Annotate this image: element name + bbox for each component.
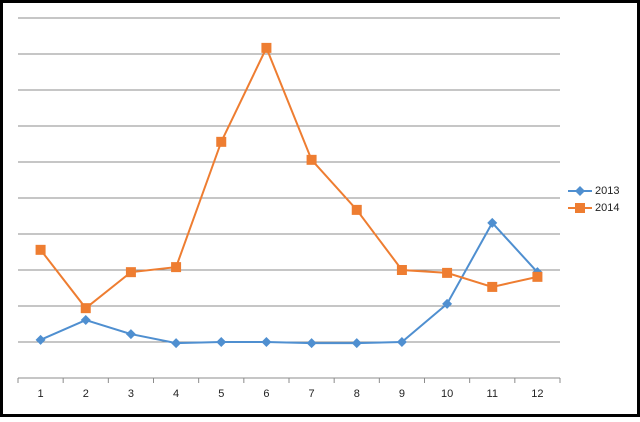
marker <box>80 315 91 326</box>
marker <box>306 154 317 165</box>
marker <box>216 337 227 347</box>
series-line <box>40 221 539 345</box>
x-tick-label: 7 <box>309 388 315 400</box>
marker <box>487 281 498 292</box>
marker <box>261 42 272 53</box>
legend-marker <box>575 203 585 213</box>
marker <box>442 298 453 309</box>
marker <box>171 262 182 273</box>
x-tick-label: 1 <box>38 388 44 400</box>
marker <box>35 334 46 345</box>
marker <box>125 329 136 340</box>
marker <box>396 337 407 347</box>
legend-label: 2013 <box>595 185 619 197</box>
x-tick-label: 11 <box>487 388 498 400</box>
legend-label: 2014 <box>595 202 619 214</box>
marker <box>351 204 362 215</box>
legend-marker <box>575 186 585 196</box>
x-tick-label: 6 <box>263 388 269 400</box>
marker <box>351 338 362 349</box>
x-tick-label: 3 <box>128 388 134 400</box>
marker <box>532 271 543 282</box>
marker <box>80 303 91 314</box>
x-tick-label: 4 <box>173 388 179 400</box>
marker <box>35 244 46 255</box>
marker <box>396 265 407 275</box>
x-tick-label: 8 <box>354 388 360 400</box>
x-tick-label: 10 <box>441 388 453 400</box>
marker <box>442 267 453 278</box>
marker <box>216 136 227 147</box>
series-line <box>39 45 538 310</box>
marker <box>171 338 182 349</box>
x-tick-label: 2 <box>83 388 89 400</box>
x-tick-label: 5 <box>218 388 224 400</box>
x-tick-label: 9 <box>399 388 405 400</box>
marker <box>487 217 498 228</box>
marker <box>125 267 136 278</box>
marker <box>306 338 317 349</box>
marker <box>261 337 272 347</box>
x-tick-label: 12 <box>531 388 543 400</box>
